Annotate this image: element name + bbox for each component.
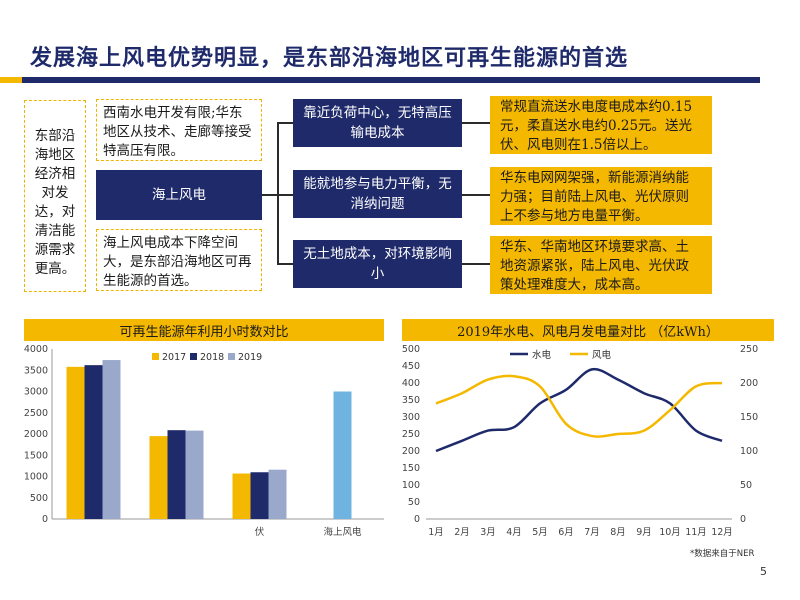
line-y-tick-left: 150 [402,463,420,474]
title-underline [0,77,760,83]
bar-x-tick: 海上风电 [323,526,362,538]
line-chart-title: 2019年水电、风电月发电量对比 （亿kWh） [402,319,774,341]
bar-y-tick: 4000 [24,344,48,355]
line-x-tick: 12月 [711,527,733,538]
line-x-tick: 1月 [428,527,444,538]
bar [185,430,204,519]
line-y-tick-left: 350 [402,395,420,406]
bar-y-tick: 3000 [24,387,48,398]
line-x-tick: 8月 [610,527,626,538]
line-x-tick: 11月 [685,527,707,538]
line-chart-svg: 0 50 100 150 200 250 300 350 400 450 500 0 50 100 150 2… [402,344,758,538]
line-y-tick-right: 250 [740,344,758,355]
advantage-1: 靠近负荷中心，无特高压输电成本 [293,99,462,147]
detail-1: 常规直流送水电度电成本约0.15元，柔直送水电约0.25元。送光伏、风电则在1.… [490,96,712,154]
bar [250,472,269,519]
bar [268,469,287,519]
connector-r3 [462,263,490,265]
connector-top [277,122,293,124]
line-y-tick-right: 150 [740,412,758,423]
advantage-2: 能就地参与电力平衡，无消纳问题 [293,170,462,218]
bar-y-tick: 2500 [24,408,48,419]
bottom-box: 海上风电成本下降空间大，是东部沿海地区可再生能源的首选。 [96,229,262,291]
line-y-tick-left: 50 [408,497,420,508]
bar-chart-svg: 0 500 1000 1500 2000 2500 3000 3500 4000 伏 海上风电 201… [24,344,384,538]
line-y-tick-right: 0 [740,514,746,525]
detail-3: 华东、华南地区环境要求高、土地资源紧张，陆上风电、光伏政策处理难度大，成本高。 [490,236,712,294]
advantage-3: 无土地成本，对环境影响小 [293,240,462,288]
legend-swatch [190,353,197,360]
line-x-tick: 6月 [558,527,574,538]
legend-swatch [152,353,159,360]
bar [84,365,103,519]
bar [167,430,186,519]
series-line [435,367,723,453]
detail-2: 华东电网网架强，新能源消纳能力强；目前陆上风电、光伏原则上不参与地方电量平衡。 [490,167,712,225]
line-y-tick-left: 0 [414,514,420,525]
legend-label: 2018 [200,352,224,363]
line-y-tick-left: 300 [402,412,420,423]
line-y-tick-right: 50 [740,480,752,491]
bar-y-tick: 1500 [24,450,48,461]
legend-label: 风电 [592,349,612,361]
bar-chart-title: 可再生能源年利用小时数对比 [24,319,384,341]
legend-label: 2019 [238,352,262,363]
left-box: 东部沿海地区经济相对发达，对清洁能源需求更高。 [24,100,86,292]
bar-x-tick: 伏 [255,526,265,538]
line-y-tick-left: 200 [402,446,420,457]
slide-title: 发展海上风电优势明显，是东部沿海地区可再生能源的首选 [30,45,629,71]
source-note: *数据来自于NER [690,549,755,559]
line-x-tick: 5月 [532,527,548,538]
line-y-tick-right: 200 [740,378,758,389]
bar [333,391,352,519]
bar-y-tick: 500 [30,493,48,504]
line-x-tick: 3月 [480,527,496,538]
bar-y-tick: 0 [42,514,48,525]
bar [102,360,121,519]
page-number: 5 [760,565,767,578]
legend-label: 2017 [162,352,186,363]
legend-swatch [228,353,235,360]
line-y-tick-right: 100 [740,446,758,457]
bar [232,473,251,519]
connector-v [277,122,279,263]
bar-y-tick: 1000 [24,472,48,483]
connector-mid [277,194,293,196]
connector-bot [277,263,293,265]
line-y-tick-left: 100 [402,480,420,491]
legend-label: 水电 [532,349,552,361]
top-box: 西南水电开发有限;华东地区从技术、走廊等接受特高压有限。 [96,99,262,161]
line-x-tick: 7月 [584,527,600,538]
connector-h-main [262,194,278,196]
line-x-tick: 10月 [659,527,681,538]
bar-chart: 0 500 1000 1500 2000 2500 3000 3500 4000 伏 海上风电 201… [14,341,394,546]
bar-y-tick: 2000 [24,429,48,440]
bar [66,366,85,519]
series-line [435,374,723,438]
bar [149,436,168,519]
connector-r2 [462,194,490,196]
line-x-tick: 4月 [506,527,522,538]
center-box: 海上风电 [96,170,262,220]
line-x-tick: 9月 [636,527,652,538]
bar-y-tick: 3500 [24,365,48,376]
connector-r1 [462,122,490,124]
line-x-tick: 2月 [454,527,470,538]
line-y-tick-left: 250 [402,429,420,440]
line-y-tick-left: 500 [402,344,420,355]
line-chart: 0 50 100 150 200 250 300 350 400 450 500 0 50 100 150 2… [392,341,784,546]
line-y-tick-left: 450 [402,361,420,372]
title-accent [0,77,22,83]
line-y-tick-left: 400 [402,378,420,389]
